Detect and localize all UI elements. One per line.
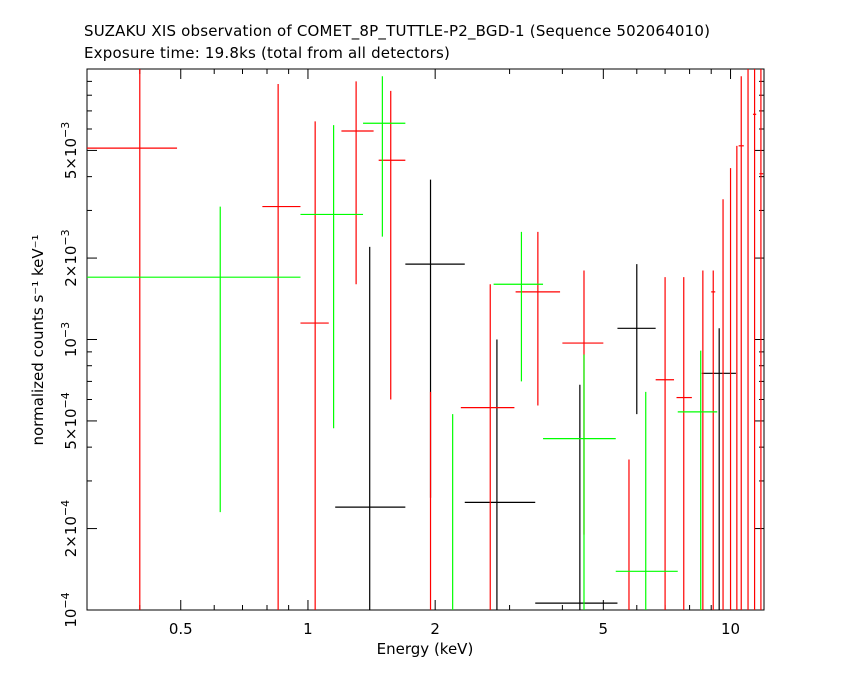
data-point <box>515 231 561 406</box>
axis-ticks <box>86 69 764 611</box>
data-point <box>562 270 604 535</box>
chart-title: SUZAKU XIS observation of COMET_8P_TUTTL… <box>84 22 711 40</box>
chart-subtitle: Exposure time: 19.8ks (total from all de… <box>84 44 451 62</box>
data-point <box>655 277 675 610</box>
y-axis-label: normalized counts s⁻¹ keV⁻¹ <box>29 234 47 445</box>
data-point <box>752 69 757 610</box>
data-point <box>464 339 536 610</box>
data-point <box>300 121 329 610</box>
x-tick-labels: 0.5 1 2 5 10 <box>169 620 740 638</box>
y-tick-label: 10−3 <box>59 322 80 357</box>
data-point <box>711 270 716 610</box>
data-point <box>493 231 544 382</box>
data-point <box>759 69 764 610</box>
data-point <box>617 264 656 415</box>
data-point <box>262 84 301 610</box>
data-point <box>405 179 465 498</box>
plot-frame <box>86 68 765 611</box>
x-tick-label: 5 <box>599 620 609 638</box>
data-point <box>460 284 515 610</box>
data-point <box>738 76 744 610</box>
y-tick-label: 5×10−3 <box>59 122 80 179</box>
y-tick-label: 5×10−4 <box>59 392 80 449</box>
y-tick-labels: 10−4 2×10−4 5×10−4 10−3 2×10−3 5×10−3 <box>59 122 80 628</box>
data-point <box>543 354 616 610</box>
y-tick-label: 2×10−3 <box>59 229 80 286</box>
data-point <box>535 384 618 610</box>
data-point <box>363 76 406 237</box>
y-tick-label: 10−4 <box>59 592 80 627</box>
y-tick-label: 2×10−4 <box>59 500 80 557</box>
data-point <box>615 391 678 610</box>
data-series <box>87 69 764 610</box>
data-point <box>335 246 406 610</box>
data-point <box>341 81 374 285</box>
data-point <box>677 350 718 610</box>
series-0 <box>335 179 736 610</box>
x-tick-label: 2 <box>430 620 440 638</box>
x-tick-label: 10 <box>721 620 740 638</box>
x-axis-label: Energy (keV) <box>377 640 474 658</box>
data-point <box>300 125 364 429</box>
data-point <box>87 69 178 610</box>
series-1 <box>87 69 764 610</box>
series-2 <box>87 76 718 610</box>
x-tick-label: 0.5 <box>169 620 193 638</box>
x-tick-label: 1 <box>303 620 313 638</box>
data-point <box>378 90 406 400</box>
data-point <box>87 206 301 513</box>
data-point <box>676 277 692 610</box>
